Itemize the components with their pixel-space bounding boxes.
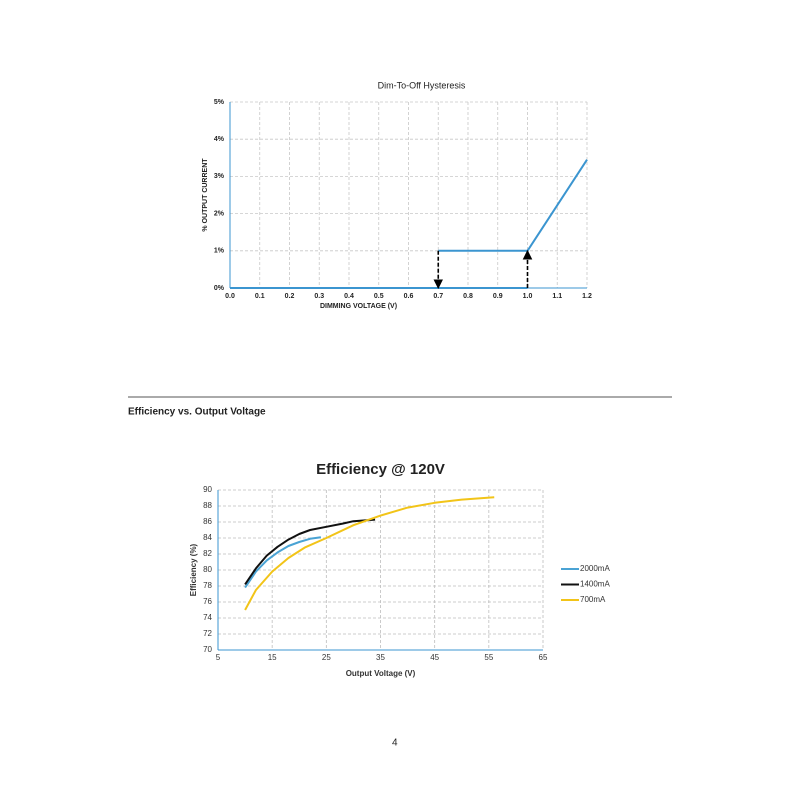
legend-label: 700mA xyxy=(580,595,606,604)
y-tick-label: 2% xyxy=(214,210,225,217)
legend-label: 2000mA xyxy=(580,564,610,573)
y-tick-label: 88 xyxy=(203,501,212,510)
y-tick-label: 76 xyxy=(203,597,212,606)
x-tick-label: 0.8 xyxy=(463,293,473,300)
x-tick-label: 15 xyxy=(268,653,277,662)
x-tick-label: 0.4 xyxy=(344,293,354,300)
data-line xyxy=(244,536,322,589)
data-line xyxy=(244,496,495,611)
y-tick-label: 72 xyxy=(203,629,212,638)
chart-title: Dim-To-Off Hysteresis xyxy=(378,80,466,90)
y-tick-label: 3% xyxy=(214,173,225,180)
y-tick-label: 86 xyxy=(203,517,212,526)
data-line xyxy=(244,518,376,585)
y-axis-label: Efficiency (%) xyxy=(189,543,198,596)
x-tick-label: 5 xyxy=(216,653,221,662)
y-tick-label: 80 xyxy=(203,565,212,574)
y-tick-label: 4% xyxy=(214,136,225,143)
x-tick-label: 0.2 xyxy=(285,293,295,300)
page-number: 4 xyxy=(392,738,398,749)
y-tick-label: 74 xyxy=(203,613,212,622)
x-tick-label: 1.0 xyxy=(523,293,533,300)
x-tick-label: 45 xyxy=(430,653,439,662)
legend-label: 1400mA xyxy=(580,580,610,589)
x-tick-label: 0.0 xyxy=(225,293,235,300)
y-tick-label: 84 xyxy=(203,533,212,542)
x-tick-label: 0.5 xyxy=(374,293,384,300)
x-tick-label: 55 xyxy=(484,653,493,662)
x-tick-label: 0.3 xyxy=(314,293,324,300)
x-axis-label: Output Voltage (V) xyxy=(346,669,416,678)
x-axis-label: DIMMING VOLTAGE (V) xyxy=(320,303,397,310)
x-tick-label: 0.1 xyxy=(255,293,265,300)
x-tick-label: 1.2 xyxy=(582,293,592,300)
x-tick-label: 0.6 xyxy=(404,293,414,300)
y-tick-label: 5% xyxy=(214,99,225,106)
x-tick-label: 65 xyxy=(539,653,548,662)
y-tick-label: 1% xyxy=(214,248,225,255)
chart-title: Efficiency @ 120V xyxy=(316,461,445,478)
x-tick-label: 0.9 xyxy=(493,293,503,300)
y-tick-label: 70 xyxy=(203,645,212,654)
x-tick-label: 1.1 xyxy=(552,293,562,300)
x-tick-label: 25 xyxy=(322,653,331,662)
y-axis-label: % OUTPUT CURRENT xyxy=(202,158,209,232)
y-tick-label: 90 xyxy=(203,485,212,494)
section-title: Efficiency vs. Output Voltage xyxy=(128,407,266,418)
y-tick-label: 78 xyxy=(203,581,212,590)
x-tick-label: 35 xyxy=(376,653,385,662)
y-tick-label: 82 xyxy=(203,549,212,558)
x-tick-label: 0.7 xyxy=(433,293,443,300)
y-tick-label: 0% xyxy=(214,285,225,292)
